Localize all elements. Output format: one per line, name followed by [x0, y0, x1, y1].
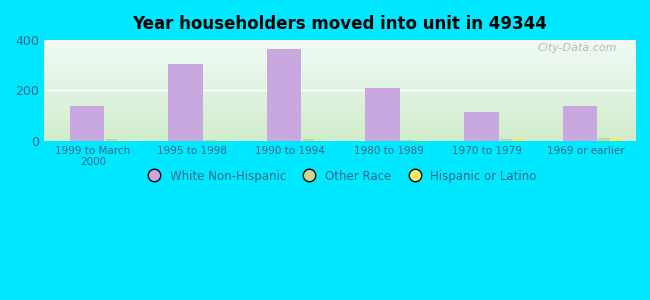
- Bar: [118, 140, 131, 141]
- Legend: White Non-Hispanic, Other Race, Hispanic or Latino: White Non-Hispanic, Other Race, Hispanic…: [138, 165, 541, 187]
- Bar: [562, 106, 597, 141]
- Bar: [365, 88, 400, 141]
- Bar: [316, 140, 328, 141]
- Bar: [401, 140, 413, 141]
- Bar: [303, 139, 315, 141]
- Bar: [513, 138, 525, 141]
- Title: Year householders moved into unit in 49344: Year householders moved into unit in 493…: [132, 15, 547, 33]
- Bar: [464, 112, 499, 141]
- Bar: [500, 139, 512, 141]
- Bar: [598, 138, 610, 141]
- Bar: [105, 139, 118, 141]
- Bar: [204, 140, 216, 141]
- Bar: [267, 49, 302, 141]
- Bar: [611, 138, 623, 141]
- Bar: [70, 106, 105, 141]
- Bar: [414, 140, 426, 141]
- Bar: [217, 140, 229, 141]
- Bar: [168, 64, 203, 141]
- Text: City-Data.com: City-Data.com: [538, 43, 618, 53]
